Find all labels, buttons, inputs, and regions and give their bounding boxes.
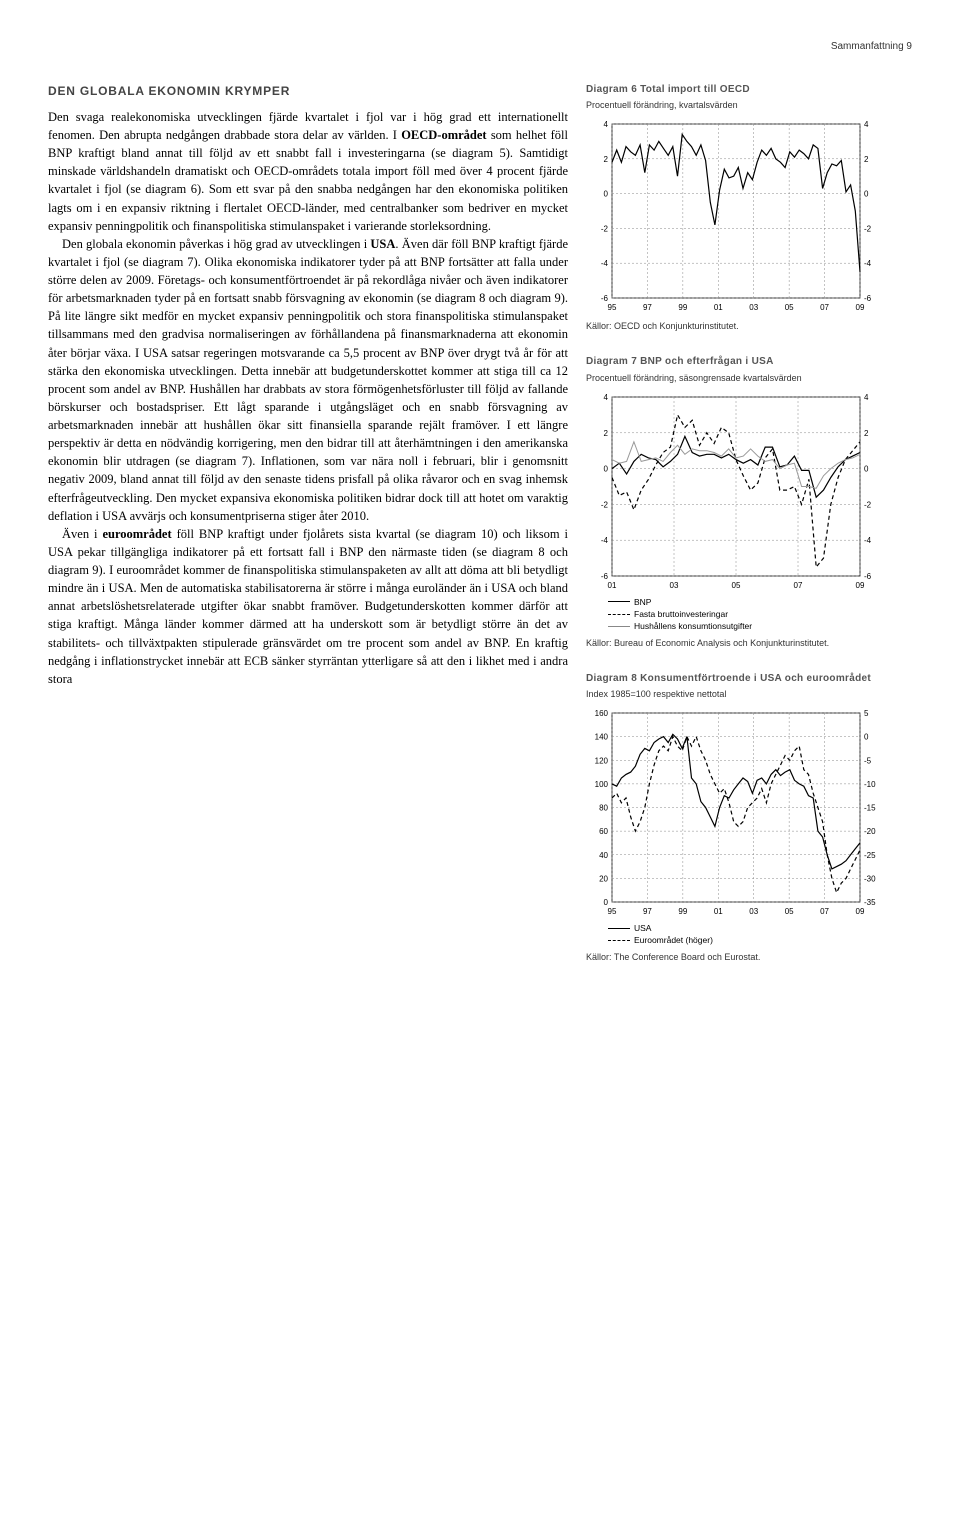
chart-7-legend: BNP Fasta bruttoinvesteringar Hushållens… — [608, 596, 896, 633]
paragraph-1: Den svaga realekonomiska utvecklingen fj… — [48, 108, 568, 235]
svg-text:60: 60 — [599, 827, 608, 836]
svg-text:0: 0 — [864, 190, 869, 199]
svg-text:-6: -6 — [601, 294, 609, 303]
svg-text:99: 99 — [678, 907, 687, 916]
svg-text:09: 09 — [856, 581, 865, 590]
svg-text:-4: -4 — [601, 259, 609, 268]
svg-text:97: 97 — [643, 303, 652, 312]
chart-6-svg: -6 -6 -4 -4 -2 -2 0 0 2 2 4 4 95 97 99 01 03 05 07 09 — [586, 116, 886, 316]
svg-text:-4: -4 — [601, 536, 609, 545]
chart-6-title: Diagram 6 Total import till OECD — [586, 83, 896, 98]
svg-text:0: 0 — [604, 898, 609, 907]
chart-8-title: Diagram 8 Konsumentförtroende i USA och … — [586, 672, 896, 687]
svg-text:0: 0 — [864, 464, 869, 473]
svg-text:95: 95 — [608, 907, 617, 916]
svg-text:100: 100 — [595, 780, 609, 789]
page-header: Sammanfattning 9 — [48, 40, 912, 55]
svg-text:-2: -2 — [601, 500, 609, 509]
svg-text:4: 4 — [604, 393, 609, 402]
body-text-column: DEN GLOBALA EKONOMIN KRYMPER Den svaga r… — [48, 83, 568, 688]
svg-text:2: 2 — [864, 428, 869, 437]
chart-7-title: Diagram 7 BNP och efterfrågan i USA — [586, 355, 896, 370]
svg-text:09: 09 — [856, 303, 865, 312]
svg-text:01: 01 — [608, 581, 617, 590]
svg-text:-20: -20 — [864, 827, 876, 836]
svg-text:-2: -2 — [864, 224, 872, 233]
svg-text:5: 5 — [864, 709, 869, 718]
svg-text:01: 01 — [714, 907, 723, 916]
svg-text:99: 99 — [678, 303, 687, 312]
svg-text:120: 120 — [595, 756, 609, 765]
legend-usa: USA — [634, 922, 651, 934]
legend-invest: Fasta bruttoinvesteringar — [634, 608, 728, 620]
legend-bnp: BNP — [634, 596, 651, 608]
svg-text:140: 140 — [595, 733, 609, 742]
paragraph-3: Även i euroområdet föll BNP kraftigt und… — [48, 525, 568, 688]
chart-8-svg: 0 20 40 60 80 100 120 140 160 -35 -30 -25 -20 -15 -10 -… — [586, 705, 886, 920]
svg-text:2: 2 — [604, 428, 609, 437]
svg-text:95: 95 — [608, 303, 617, 312]
svg-text:-10: -10 — [864, 780, 876, 789]
svg-text:03: 03 — [670, 581, 679, 590]
svg-text:2: 2 — [864, 155, 869, 164]
svg-text:-15: -15 — [864, 804, 876, 813]
svg-text:-25: -25 — [864, 851, 876, 860]
svg-text:4: 4 — [864, 393, 869, 402]
charts-column: Diagram 6 Total import till OECD Procent… — [586, 83, 896, 986]
svg-text:0: 0 — [864, 733, 869, 742]
svg-text:07: 07 — [794, 581, 803, 590]
svg-text:-6: -6 — [864, 294, 872, 303]
chart-7-block: Diagram 7 BNP och efterfrågan i USA Proc… — [586, 355, 896, 650]
svg-text:03: 03 — [749, 907, 758, 916]
svg-text:05: 05 — [732, 581, 741, 590]
chart-7-source: Källor: Bureau of Economic Analysis och … — [586, 637, 896, 650]
section-heading: DEN GLOBALA EKONOMIN KRYMPER — [48, 83, 568, 100]
legend-hush: Hushållens konsumtionsutgifter — [634, 620, 752, 632]
svg-text:05: 05 — [785, 907, 794, 916]
svg-text:2: 2 — [604, 155, 609, 164]
svg-text:160: 160 — [595, 709, 609, 718]
svg-text:-4: -4 — [864, 259, 872, 268]
svg-text:0: 0 — [604, 464, 609, 473]
svg-text:-2: -2 — [864, 500, 872, 509]
svg-text:-2: -2 — [601, 224, 609, 233]
paragraph-2: Den globala ekonomin påverkas i hög grad… — [48, 235, 568, 525]
svg-text:-6: -6 — [864, 572, 872, 581]
chart-6-block: Diagram 6 Total import till OECD Procent… — [586, 83, 896, 334]
svg-text:07: 07 — [820, 303, 829, 312]
svg-text:-4: -4 — [864, 536, 872, 545]
svg-text:97: 97 — [643, 907, 652, 916]
chart-8-source: Källor: The Conference Board och Eurosta… — [586, 951, 896, 964]
svg-text:01: 01 — [714, 303, 723, 312]
svg-text:-30: -30 — [864, 875, 876, 884]
svg-text:4: 4 — [604, 120, 609, 129]
chart-6-source: Källor: OECD och Konjunkturinstitutet. — [586, 320, 896, 333]
svg-text:03: 03 — [749, 303, 758, 312]
legend-euro: Euroområdet (höger) — [634, 934, 713, 946]
chart-8-legend: USA Euroområdet (höger) — [608, 922, 896, 947]
svg-text:-6: -6 — [601, 572, 609, 581]
svg-text:40: 40 — [599, 851, 608, 860]
svg-text:07: 07 — [820, 907, 829, 916]
svg-text:80: 80 — [599, 804, 608, 813]
chart-7-svg: -6 -6 -4 -4 -2 -2 0 0 2 2 4 4 01 03 05 07 09 — [586, 389, 886, 594]
svg-text:-5: -5 — [864, 756, 872, 765]
svg-text:20: 20 — [599, 875, 608, 884]
svg-text:-35: -35 — [864, 898, 876, 907]
chart-7-subtitle: Procentuell förändring, säsongrensade kv… — [586, 372, 896, 385]
svg-text:0: 0 — [604, 190, 609, 199]
svg-text:05: 05 — [785, 303, 794, 312]
svg-text:4: 4 — [864, 120, 869, 129]
chart-8-subtitle: Index 1985=100 respektive nettotal — [586, 688, 896, 701]
svg-text:09: 09 — [856, 907, 865, 916]
chart-8-block: Diagram 8 Konsumentförtroende i USA och … — [586, 672, 896, 964]
chart-6-subtitle: Procentuell förändring, kvartalsvärden — [586, 99, 896, 112]
